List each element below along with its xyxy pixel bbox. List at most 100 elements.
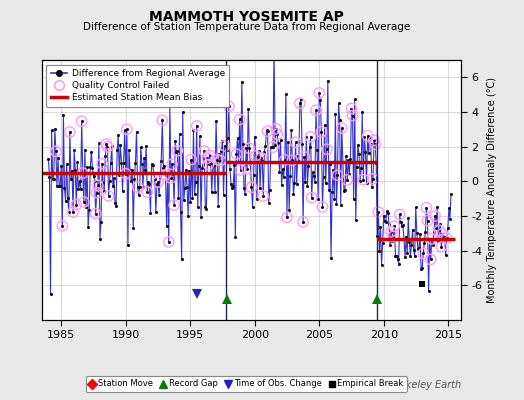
Point xyxy=(102,141,111,147)
Point xyxy=(162,223,171,229)
Point xyxy=(293,153,302,159)
Point xyxy=(93,190,101,196)
Point xyxy=(97,218,105,225)
Point xyxy=(285,206,293,213)
Point xyxy=(223,147,231,153)
Point xyxy=(336,201,345,208)
Point xyxy=(365,150,373,156)
Point xyxy=(100,188,108,195)
Point xyxy=(435,227,443,233)
Point xyxy=(212,118,220,124)
Point xyxy=(437,244,445,250)
Point xyxy=(126,167,134,174)
Point xyxy=(358,109,366,115)
Point xyxy=(325,186,333,193)
Point xyxy=(245,145,254,152)
Point xyxy=(78,118,86,124)
Point xyxy=(370,137,378,144)
Point xyxy=(434,238,442,244)
Point xyxy=(46,291,54,297)
Point xyxy=(224,135,232,141)
Point xyxy=(410,252,419,259)
Point xyxy=(276,137,285,143)
Text: Difference of Station Temperature Data from Regional Average: Difference of Station Temperature Data f… xyxy=(83,22,410,32)
Point xyxy=(232,151,241,157)
Point xyxy=(203,155,212,161)
Point xyxy=(99,180,107,186)
Point xyxy=(258,157,266,164)
Point xyxy=(62,161,71,167)
Point xyxy=(257,154,265,161)
Point xyxy=(155,192,163,198)
Point xyxy=(204,161,213,168)
Point xyxy=(370,137,378,144)
Point xyxy=(233,135,242,141)
Point xyxy=(63,195,72,201)
Point xyxy=(333,172,342,178)
Point xyxy=(352,216,360,223)
Point xyxy=(443,235,451,241)
Point xyxy=(154,179,162,185)
Point xyxy=(101,152,110,159)
Point xyxy=(303,182,312,189)
Point xyxy=(83,164,91,170)
Point xyxy=(104,193,113,199)
Point xyxy=(422,205,431,211)
Point xyxy=(80,199,88,205)
Point xyxy=(308,194,316,201)
Point xyxy=(187,156,195,163)
Point xyxy=(73,159,82,166)
Point xyxy=(390,223,399,229)
Point xyxy=(72,201,81,208)
Point xyxy=(309,169,317,175)
Point xyxy=(45,173,53,180)
Point xyxy=(438,231,446,237)
Point xyxy=(95,140,103,146)
Point xyxy=(79,170,87,176)
Point xyxy=(371,141,379,148)
Point xyxy=(291,139,300,146)
Point xyxy=(337,125,346,131)
Point xyxy=(385,221,393,228)
Point xyxy=(185,168,193,174)
Point xyxy=(235,116,244,123)
Point xyxy=(383,208,391,214)
Point xyxy=(335,116,344,123)
Point xyxy=(173,148,181,154)
Point xyxy=(396,211,404,218)
Point xyxy=(134,184,142,190)
Point xyxy=(161,172,170,178)
Point xyxy=(438,231,446,237)
Point xyxy=(381,218,390,225)
Point xyxy=(445,205,453,212)
Point xyxy=(275,168,283,175)
Point xyxy=(245,145,254,152)
Point xyxy=(376,224,385,230)
Point xyxy=(265,200,273,206)
Point xyxy=(159,165,168,171)
Point xyxy=(188,195,196,201)
Point xyxy=(287,127,296,133)
Point xyxy=(70,147,79,153)
Point xyxy=(270,46,278,52)
Point xyxy=(116,142,125,148)
Point xyxy=(47,127,56,134)
Point xyxy=(284,139,292,145)
Point xyxy=(211,189,219,196)
Point xyxy=(154,179,162,185)
Point xyxy=(331,111,340,117)
Point xyxy=(227,181,235,188)
Point xyxy=(432,224,440,231)
Y-axis label: Monthly Temperature Anomaly Difference (°C): Monthly Temperature Anomaly Difference (… xyxy=(487,77,497,303)
Point xyxy=(134,184,142,190)
Point xyxy=(333,172,342,178)
Point xyxy=(169,170,177,177)
Point xyxy=(215,151,223,158)
Point xyxy=(343,177,352,183)
Point xyxy=(204,161,213,168)
Point xyxy=(183,184,191,190)
Point xyxy=(253,196,261,202)
Point xyxy=(72,201,81,208)
Point xyxy=(158,117,167,124)
Point xyxy=(158,117,167,124)
